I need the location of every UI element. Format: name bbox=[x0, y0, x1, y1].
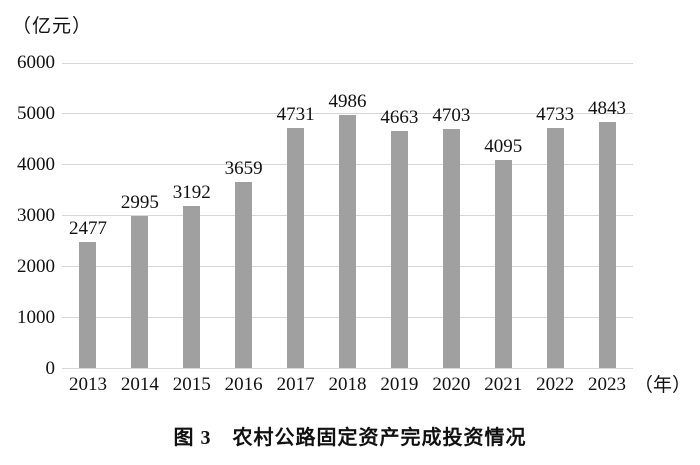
bar-value-label-2018: 4986 bbox=[328, 90, 367, 112]
bar-value-label-2017: 4731 bbox=[276, 103, 315, 125]
bar-value-label-2013: 2477 bbox=[68, 218, 107, 240]
x-axis-tick-label-2018: 2018 bbox=[328, 374, 367, 395]
bar-value-label-2015: 3192 bbox=[172, 181, 211, 203]
x-axis-tick-label-2017: 2017 bbox=[276, 374, 315, 395]
bar-2022 bbox=[546, 127, 564, 369]
x-axis-unit-label: （年） bbox=[634, 375, 692, 396]
x-axis-tick-label-2014: 2014 bbox=[120, 374, 159, 395]
x-axis-tick-label-2020: 2020 bbox=[432, 374, 471, 395]
bar-value-label-2020: 4703 bbox=[432, 105, 471, 127]
x-axis-tick-label-2023: 2023 bbox=[588, 374, 627, 395]
bar-value-label-2016: 3659 bbox=[224, 158, 263, 180]
bar-2018 bbox=[339, 114, 356, 369]
bar-2013 bbox=[79, 242, 97, 369]
bar-value-label-2023: 4843 bbox=[588, 97, 627, 119]
y-axis-tick-label: 4000 bbox=[17, 153, 55, 175]
bar-2019 bbox=[390, 131, 408, 369]
y-axis-tick-label: 6000 bbox=[17, 52, 55, 73]
x-axis-tick-label-2022: 2022 bbox=[536, 374, 575, 395]
y-axis-tick-label: 1000 bbox=[17, 306, 55, 328]
y-axis-tick-label: 5000 bbox=[17, 102, 55, 124]
gridline-y-5000 bbox=[62, 113, 633, 115]
y-axis-unit-label: （亿元） bbox=[12, 16, 93, 37]
x-axis-tick-label-2019: 2019 bbox=[380, 374, 419, 395]
x-axis-tick-label-2013: 2013 bbox=[68, 374, 107, 395]
bar-2017 bbox=[287, 127, 305, 369]
bar-value-label-2014: 2995 bbox=[120, 192, 159, 213]
x-axis-tick-label-2016: 2016 bbox=[224, 374, 263, 395]
y-axis-tick-label: 3000 bbox=[17, 204, 55, 226]
bar-2021 bbox=[494, 159, 512, 369]
bar-2014 bbox=[131, 216, 149, 369]
y-axis-tick-label: 2000 bbox=[17, 255, 55, 277]
x-axis-tick-label-2015: 2015 bbox=[172, 374, 211, 395]
bar-value-label-2022: 4733 bbox=[536, 103, 575, 125]
bar-2020 bbox=[442, 129, 460, 369]
bar-2015 bbox=[183, 205, 201, 369]
figure-caption: 图 3 农村公路固定资产完成投资情况 bbox=[173, 427, 527, 449]
bar-value-label-2019: 4663 bbox=[380, 107, 419, 129]
x-axis-tick-label-2021: 2021 bbox=[484, 374, 523, 395]
bar-value-label-2021: 4095 bbox=[484, 135, 523, 157]
y-axis-tick-label: 0 bbox=[45, 357, 56, 379]
bar-2023 bbox=[598, 121, 616, 369]
gridline-y-6000 bbox=[62, 62, 633, 64]
gridline-y-0 bbox=[62, 368, 633, 369]
bar-2016 bbox=[235, 182, 253, 369]
